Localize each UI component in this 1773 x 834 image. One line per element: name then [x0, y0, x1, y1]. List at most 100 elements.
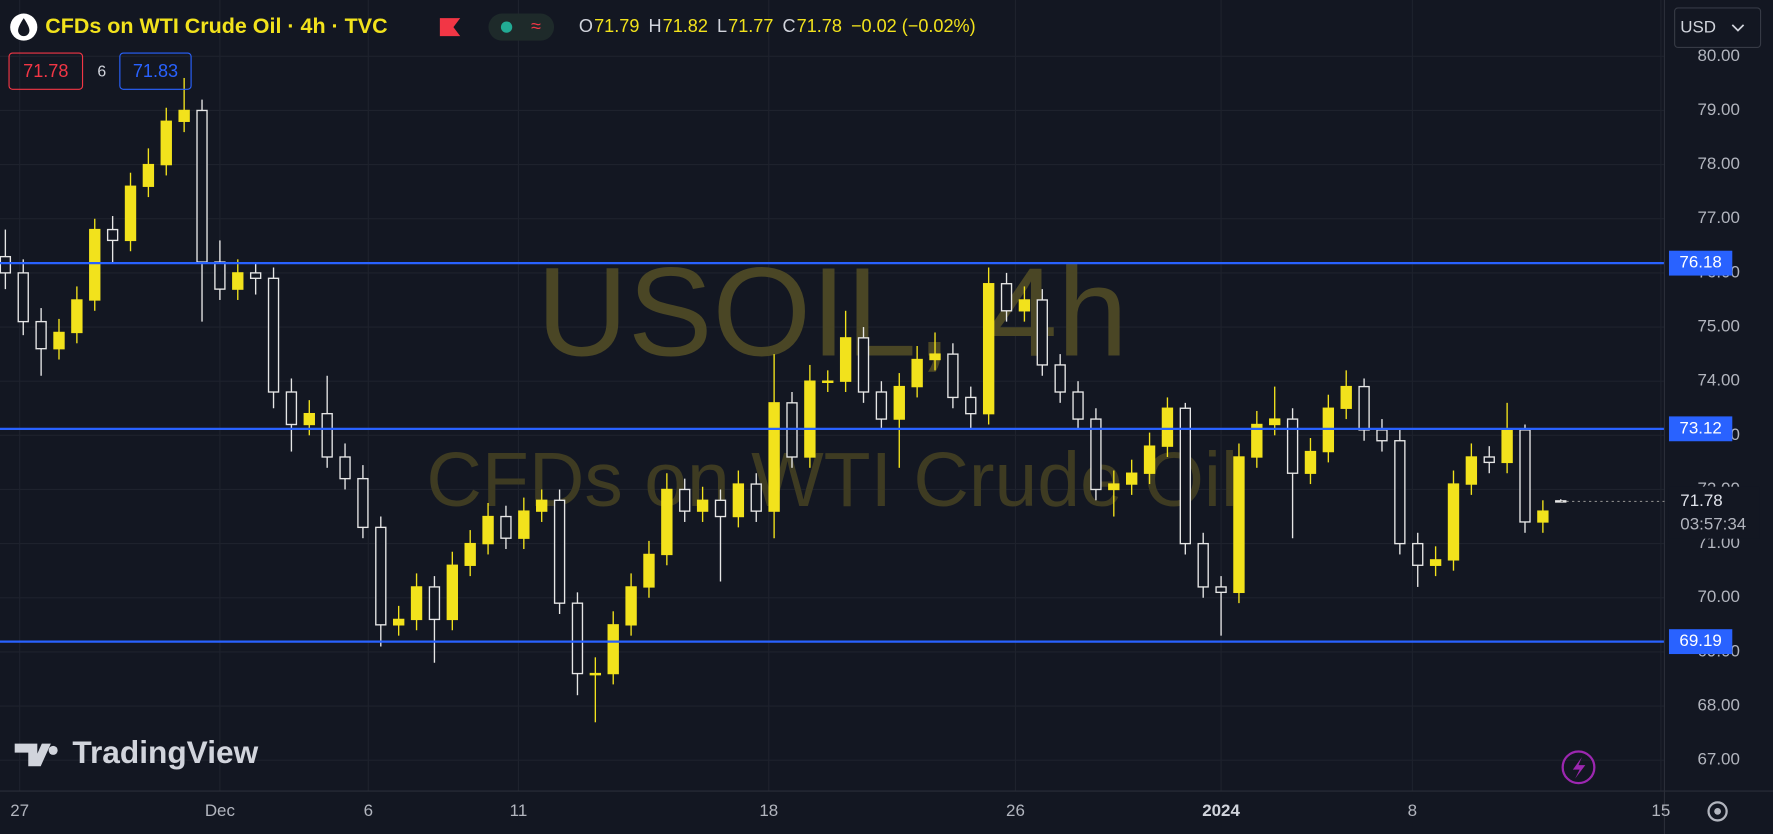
status-icon: ≈ — [531, 16, 541, 36]
buy-price[interactable]: 71.83 — [133, 61, 178, 81]
candle-body — [1233, 456, 1245, 594]
candle-body — [89, 228, 101, 301]
candle-body — [464, 542, 476, 566]
dropdown-arrow[interactable] — [1731, 24, 1745, 32]
currency-select[interactable] — [1674, 7, 1762, 49]
candle-body — [1018, 299, 1031, 312]
x-tick-label: 18 — [759, 801, 778, 820]
market-closed-flag — [439, 18, 461, 37]
candle-body — [1054, 364, 1066, 393]
x-tick-label: 15 — [1651, 801, 1670, 820]
candle-body — [178, 109, 190, 122]
levels — [0, 262, 1665, 643]
status-pill — [488, 13, 555, 41]
candle-body — [1555, 500, 1567, 503]
last-price-label: 71.78 — [1680, 491, 1722, 510]
candle-body — [35, 320, 47, 350]
level-label-box — [1668, 250, 1733, 276]
y-tick-label: 75.00 — [1698, 317, 1740, 336]
candle-body — [1376, 429, 1388, 442]
y-tick-label: 79.00 — [1698, 100, 1740, 119]
candle-body — [732, 483, 745, 518]
ohlc-letter: O — [579, 16, 593, 36]
candle-body — [1304, 450, 1317, 474]
sell-box[interactable] — [8, 52, 84, 90]
candle-body — [929, 353, 941, 361]
axes: 67.0068.0069.0070.0071.0072.0073.0074.00… — [10, 46, 1760, 820]
candle-body — [1465, 456, 1478, 485]
candle-body — [1125, 472, 1138, 485]
y-tick-label: 67.00 — [1698, 750, 1740, 769]
candles — [0, 77, 1567, 723]
candle-body — [625, 586, 637, 626]
candle-body — [696, 499, 709, 512]
ohlc-letter: H — [648, 16, 661, 36]
settings-button[interactable] — [1707, 801, 1728, 822]
candle-body — [1447, 483, 1460, 561]
candle-body — [482, 515, 494, 545]
x-tick-label: 26 — [1006, 801, 1025, 820]
candle-body — [1197, 542, 1209, 588]
candle-body — [1036, 299, 1048, 366]
candle-body — [875, 391, 888, 420]
candle-body — [661, 488, 673, 556]
candle-body — [339, 456, 351, 480]
x-tick-label: 27 — [10, 801, 29, 820]
y-tick-label: 70.00 — [1698, 587, 1740, 606]
y-tick-label: 68.00 — [1698, 696, 1740, 715]
alert-button[interactable] — [1561, 750, 1596, 785]
settings-button[interactable] — [1714, 808, 1721, 815]
candle-body — [71, 299, 83, 334]
candle-body — [428, 586, 441, 621]
candle-body — [982, 283, 995, 415]
price-axis — [1664, 0, 1773, 792]
ohlc-value: 71.82 — [663, 16, 708, 36]
x-tick-label: 6 — [364, 801, 373, 820]
candle-body — [321, 412, 333, 458]
candle-body — [518, 510, 530, 539]
last-price-box — [1668, 486, 1760, 539]
candle-body — [196, 109, 208, 263]
candle-body — [106, 228, 119, 242]
candle-body — [142, 163, 155, 187]
candle-body — [1358, 385, 1370, 431]
candle-body — [285, 391, 298, 426]
candle-body — [0, 255, 12, 274]
candle-body — [214, 261, 226, 290]
currency[interactable]: USD — [1680, 18, 1716, 37]
level-label: 76.18 — [1679, 253, 1721, 272]
candle-body — [375, 526, 387, 626]
candle-body — [410, 586, 423, 621]
x-tick-label: 2024 — [1202, 801, 1240, 820]
candle-body — [965, 396, 977, 415]
countdown: 03:57:34 — [1680, 515, 1746, 534]
candle-body — [1179, 407, 1192, 545]
symbol-icon — [18, 18, 30, 37]
candle-body — [768, 402, 780, 512]
candle-body — [1143, 445, 1156, 474]
candle-body — [1394, 440, 1406, 545]
brand-name: TradingView — [72, 734, 258, 770]
candle-body — [1483, 456, 1495, 464]
buy-box[interactable] — [119, 52, 192, 90]
symbol-title: CFDs on WTI Crude Oil · 4h · TVC — [45, 14, 387, 38]
candle-body — [446, 564, 458, 621]
candle-body — [804, 380, 816, 458]
candle-body — [1286, 418, 1299, 474]
candle-body — [714, 499, 727, 518]
alert-button[interactable] — [1572, 757, 1586, 779]
candle-body — [857, 337, 870, 393]
watermark-subtitle: CFDs on WTI Crude Oil — [426, 437, 1238, 523]
candle-body — [1000, 283, 1013, 312]
sell-price[interactable]: 71.78 — [23, 61, 68, 81]
brand-logo — [14, 743, 51, 767]
candle-body — [1429, 559, 1442, 566]
candle-body — [124, 185, 137, 242]
ohlc-value: 71.79 — [594, 16, 639, 36]
candle-body — [1537, 510, 1549, 523]
candle-body — [500, 515, 512, 539]
candle-body — [643, 553, 655, 588]
spread: 6 — [97, 63, 106, 80]
